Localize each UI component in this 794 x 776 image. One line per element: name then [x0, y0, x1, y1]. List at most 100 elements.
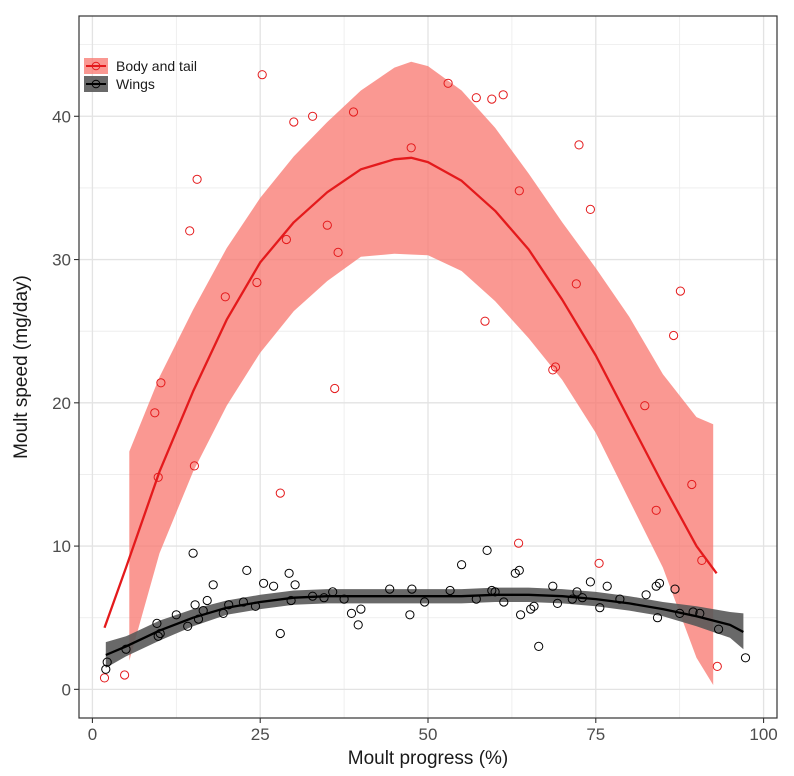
data-point-wings [269, 581, 279, 591]
fit-lines [103, 156, 744, 657]
y-tick-label: 30 [52, 251, 71, 270]
data-point-body-tail [185, 226, 195, 236]
data-point-wings [534, 641, 544, 652]
data-point-wings [740, 653, 751, 663]
data-point-body-tail [594, 558, 604, 568]
data-point-wings [490, 587, 500, 597]
data-point-wings [101, 664, 111, 674]
data-point-wings [652, 613, 663, 623]
data-point-body-tail [252, 277, 262, 288]
data-point-wings [202, 595, 212, 606]
data-point-body-tail [289, 117, 299, 127]
x-tick-label: 100 [749, 725, 777, 744]
data-point-body-tail [640, 401, 650, 411]
data-point-body-tail [257, 70, 267, 80]
data-point-body-tail [120, 670, 130, 680]
data-point-wings [353, 620, 363, 630]
data-point-body-tail [712, 661, 722, 672]
data-point-wings [445, 585, 455, 596]
y-tick-label: 10 [52, 537, 71, 556]
data-point-wings [275, 628, 285, 639]
data-point-body-tail [550, 362, 561, 372]
data-point-wings [514, 565, 524, 576]
data-point-body-tail [406, 143, 416, 153]
data-point-body-tail [99, 673, 110, 683]
legend-key-wings [84, 76, 108, 92]
legend-label-body-tail: Body and tail [116, 58, 197, 74]
data-point-wings [183, 621, 193, 631]
data-point-body-tail [308, 111, 318, 121]
data-point-body-tail [156, 378, 166, 388]
data-point-wings [651, 581, 661, 591]
data-point-body-tail [189, 461, 199, 471]
data-point-wings [572, 587, 582, 597]
data-point-wings [102, 657, 112, 667]
data-point-body-tail [275, 488, 285, 498]
data-point-wings [641, 590, 651, 600]
y-tick-label: 0 [62, 680, 71, 699]
data-point-wings [238, 597, 248, 607]
data-point-body-tail [514, 186, 524, 196]
data-point-wings [319, 593, 329, 603]
data-point-wings [567, 594, 577, 604]
data-point-wings [595, 603, 605, 613]
data-point-wings [339, 594, 349, 604]
data-point-wings [190, 600, 200, 610]
y-tick-label: 20 [52, 394, 71, 413]
data-point-body-tail [333, 247, 343, 257]
data-point-body-tail [585, 204, 596, 214]
data-point-wings [654, 578, 665, 588]
data-point-body-tail [687, 479, 697, 490]
fit-line-wings [105, 593, 744, 657]
data-point-body-tail [571, 279, 581, 289]
data-point-body-tail [322, 220, 332, 230]
data-point-body-tail [651, 505, 661, 515]
data-point-wings [499, 597, 509, 607]
y-axis-title: Moult speed (mg/day) [11, 275, 32, 459]
data-point-body-tail [330, 383, 340, 394]
axis-ticks: 0 25 50 75 100 0 10 20 30 40 [52, 107, 778, 744]
confidence-band-wings [105, 587, 744, 668]
data-point-wings [602, 581, 612, 591]
confidence-band-body-tail [129, 61, 714, 686]
data-point-body-tail [220, 292, 230, 302]
data-point-wings [552, 598, 563, 609]
data-point-wings [548, 581, 558, 591]
data-point-wings [585, 577, 596, 587]
data-point-body-tail [574, 140, 584, 150]
data-point-wings [482, 545, 492, 556]
data-point-body-tail [150, 408, 160, 418]
data-point-body-tail [480, 316, 490, 326]
data-point-wings [171, 610, 181, 620]
data-point-wings [407, 584, 417, 594]
legend-key-body-tail [84, 58, 108, 74]
data-point-body-tail [514, 538, 524, 548]
data-point-body-tail [348, 107, 359, 117]
x-axis-title: Moult progress (%) [348, 748, 509, 769]
data-point-body-tail [192, 174, 202, 184]
data-point-wings [385, 584, 395, 594]
data-point-wings [208, 580, 218, 590]
data-points [99, 70, 751, 683]
data-point-body-tail [443, 78, 453, 88]
data-point-wings [405, 610, 415, 620]
x-tick-label: 0 [88, 725, 97, 744]
data-point-wings [529, 601, 539, 611]
data-point-wings [284, 568, 294, 578]
data-point-wings [242, 565, 252, 576]
data-point-wings [516, 610, 526, 620]
data-point-body-tail [548, 365, 558, 375]
x-tick-label: 75 [586, 725, 605, 744]
data-point-wings [346, 608, 357, 619]
data-point-wings [224, 600, 234, 610]
data-point-body-tail [471, 93, 481, 103]
data-point-wings [356, 604, 366, 614]
data-point-wings [152, 618, 162, 629]
data-point-body-tail [487, 94, 497, 104]
data-point-wings [188, 548, 198, 558]
data-point-wings [420, 597, 430, 607]
data-point-wings [259, 578, 269, 588]
y-tick-label: 40 [52, 107, 71, 126]
fit-line-body-tail [103, 156, 718, 629]
